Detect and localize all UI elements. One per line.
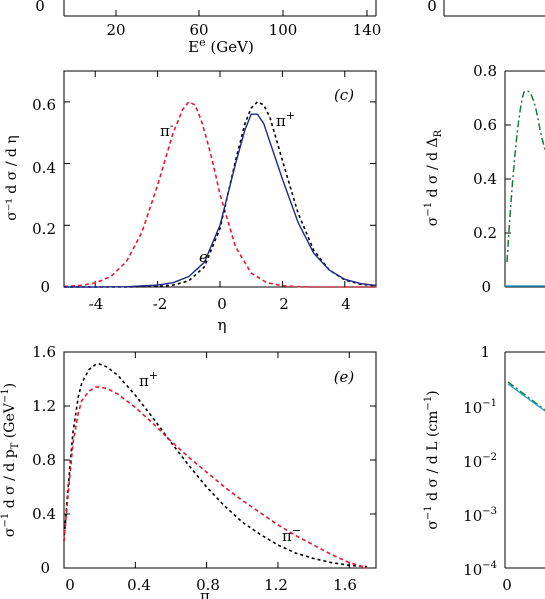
panel-f-ytick-1e-1: 10−1 [463,398,497,417]
panel-e-frame [63,351,377,569]
panel-e-series-1 [63,386,368,569]
panel-f-curve-green [507,381,545,411]
panel-d-ytick-0.6: 0.6 [473,116,497,134]
panel-e-ytick-0: 0 [40,559,50,577]
panel-c-frame [63,70,377,288]
panel-d-ytick-0.4: 0.4 [473,170,497,188]
panel-f-ytick-1e-2: 10−2 [463,452,497,471]
panel-e-ylabel: σ−1 d σ / d pT (GeV−1) [0,383,21,537]
panel-e-ytick-1.6: 1.6 [32,343,56,361]
panel-c-label: (c) [334,86,354,104]
panel-d-yticks-marks [505,124,511,234]
panel-e-ytick-0.4: 0.4 [32,505,56,523]
panel-a-partial: 0 20 60 100 140 Ee (GeV) [35,0,381,56]
panel-a-ytick-0: 0 [35,0,45,15]
panel-a-xtick-140: 140 [353,21,382,39]
panel-c-ytick-0.6: 0.6 [32,96,56,114]
panel-e-xtick-0.4: 0.4 [127,576,151,594]
panel-a-xtick-60: 60 [189,21,208,39]
panel-f-ytick-1: 1 [480,343,490,361]
panel-c-ylabel: σ⁻¹ d σ / d η [4,135,20,220]
panel-c-annot-pi-plus: π+ [276,109,295,130]
panel-c-xtick-m2: -2 [153,295,168,313]
panel-c-ytick-0.4: 0.4 [32,159,56,177]
panel-e-ytick-1.2: 1.2 [32,397,56,415]
panel-c-ytick-0.2: 0.2 [32,220,56,238]
panel-c-curves [63,100,377,288]
panel-c-series-2 [64,113,377,288]
panel-b-partial: 0 [427,0,545,17]
panel-e-label: (e) [334,368,355,386]
panel-e-xtick-1.2: 1.2 [264,576,288,594]
panel-e-ticks [64,352,376,568]
panel-c-xlabel: η [218,316,227,334]
panel-e-ytick-0.8: 0.8 [32,451,56,469]
panel-f-ytick-1e-4: 10−4 [463,560,497,579]
panel-f-ytick-1e-3: 10−3 [463,506,497,525]
panel-e-xtick-0.8: 0.8 [196,576,220,594]
panel-d-partial: 0 0.2 0.4 0.6 0.8 σ−1 d σ / d ΔR [423,62,545,296]
panel-a-x-ticks [115,10,368,16]
panel-e-annot-pi-minus: π− [282,524,301,545]
panel-a-xtick-100: 100 [269,21,298,39]
panel-a-xlabel: Ee (GeV) [188,36,254,56]
panel-c-xtick-m4: -4 [89,295,104,313]
panel-d-curve-green [506,89,545,263]
panel-c-series-0 [63,100,376,288]
panel-c-xtick-2: 2 [279,295,289,313]
panel-e-annot-pi-plus: π+ [139,369,158,390]
panel-e-series-0 [63,363,368,568]
panel-b-ytick-0: 0 [427,0,437,15]
panel-d-ytick-0.2: 0.2 [473,224,497,242]
panel-d-ytick-0: 0 [481,278,491,296]
panel-c-ytick-0: 0 [40,278,50,296]
panel-e-curves [63,363,368,569]
panel-c-series-1 [64,100,377,288]
panel-c-xtick-0: 0 [217,295,227,313]
panel-f-curve-cyan [507,383,545,412]
panel-e-xtick-1.6: 1.6 [333,576,357,594]
panel-c-ticks [64,71,376,287]
panel-c-annot-e: e [199,248,208,266]
panel-c: 0 0.2 0.4 0.6 -4 -2 0 2 4 η (c) π- π+ e … [4,70,377,334]
panel-f-ylabel: σ−1 d σ / d L (cm−1) [423,390,441,529]
panel-f-xtick-0: 0 [502,576,512,594]
panel-d-ytick-0.8: 0.8 [473,62,497,80]
panel-f-partial: 1 10−1 10−2 10−3 10−4 0 σ−1 d σ / d L (c… [423,343,545,594]
panel-e-xlabel-stub: π [200,587,210,599]
panel-e-xtick-0: 0 [65,576,75,594]
panel-c-xtick-4: 4 [341,295,351,313]
panel-a-xtick-20: 20 [106,21,125,39]
panel-d-ylabel: σ−1 d σ / d ΔR [423,129,444,226]
panel-e: 0 0.4 0.8 1.2 1.6 0 0.4 0.8 1.2 1.6 π (e… [0,343,377,599]
